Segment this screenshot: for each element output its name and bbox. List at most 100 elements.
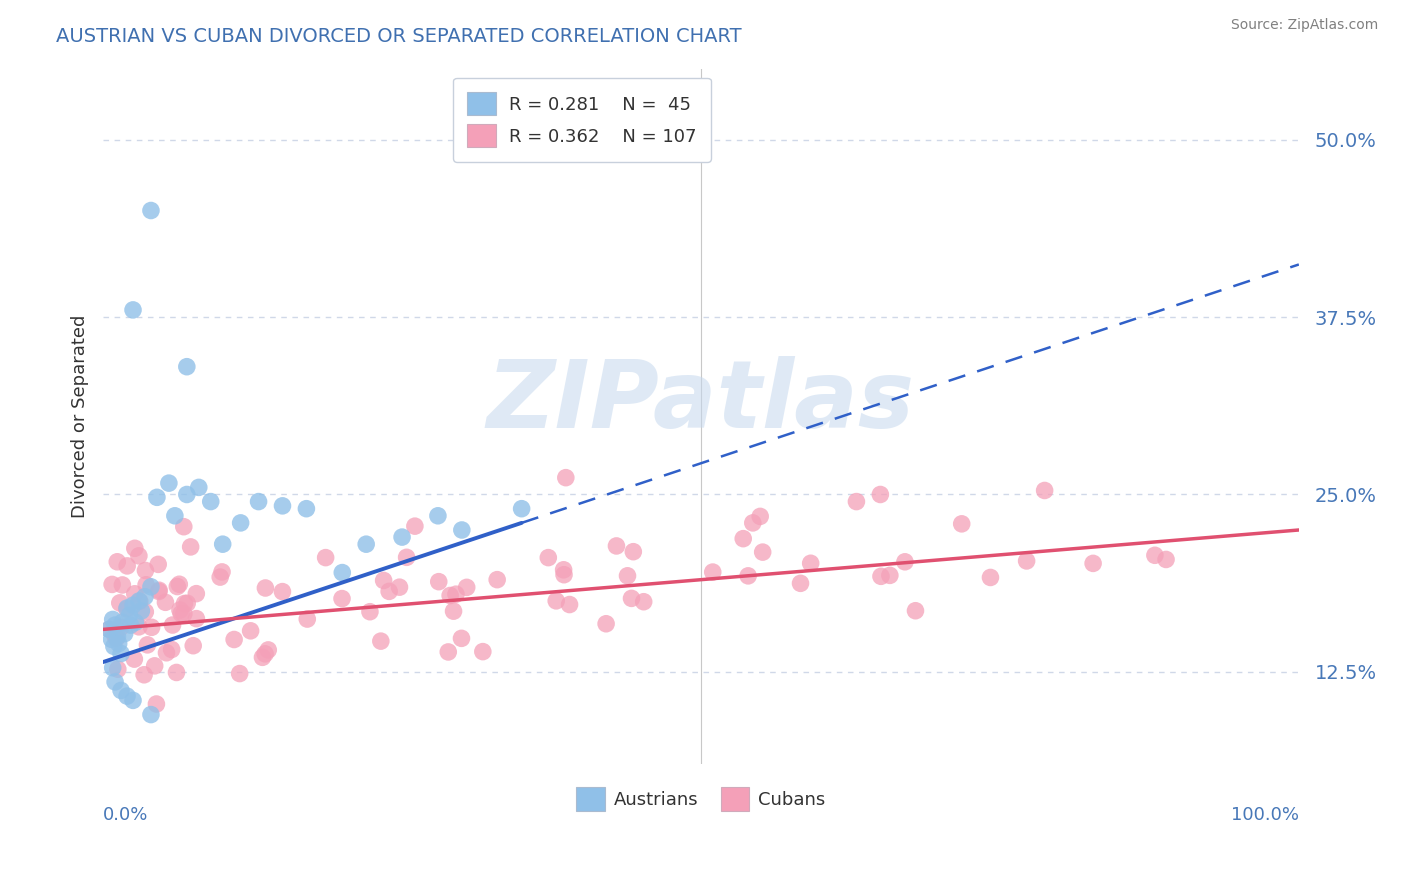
Point bbox=[904, 604, 927, 618]
Point bbox=[169, 577, 191, 591]
Point bbox=[181, 639, 204, 653]
Point bbox=[120, 618, 142, 632]
Point bbox=[239, 624, 262, 638]
Point bbox=[733, 532, 755, 546]
Point bbox=[439, 589, 461, 603]
Point bbox=[114, 626, 136, 640]
Point bbox=[295, 501, 318, 516]
Point bbox=[170, 607, 193, 621]
Point bbox=[124, 652, 146, 666]
Point bbox=[546, 594, 568, 608]
Point bbox=[879, 568, 901, 582]
Point bbox=[211, 565, 233, 579]
Point bbox=[247, 494, 270, 508]
Point bbox=[135, 578, 157, 592]
Point bbox=[1033, 483, 1056, 498]
Point bbox=[211, 537, 233, 551]
Point bbox=[749, 509, 772, 524]
Point bbox=[297, 612, 319, 626]
Point bbox=[110, 683, 132, 698]
Point bbox=[870, 569, 893, 583]
Y-axis label: Divorced or Separated: Divorced or Separated bbox=[72, 315, 89, 518]
Point bbox=[136, 638, 159, 652]
Point bbox=[450, 632, 472, 646]
Point bbox=[155, 646, 177, 660]
Point bbox=[553, 567, 575, 582]
Text: ZIPatlas: ZIPatlas bbox=[486, 357, 915, 449]
Point bbox=[869, 487, 891, 501]
Point bbox=[229, 516, 252, 530]
Point bbox=[789, 576, 811, 591]
Point bbox=[800, 556, 823, 570]
Point bbox=[134, 605, 156, 619]
Point bbox=[330, 566, 353, 580]
Point bbox=[950, 516, 973, 531]
Point bbox=[180, 540, 202, 554]
Point bbox=[100, 632, 122, 647]
Point bbox=[315, 550, 337, 565]
Point bbox=[101, 577, 124, 591]
Point bbox=[437, 645, 460, 659]
Point bbox=[131, 604, 153, 618]
Point bbox=[257, 643, 280, 657]
Point bbox=[145, 697, 167, 711]
Point bbox=[148, 558, 170, 572]
Point bbox=[173, 519, 195, 533]
Point bbox=[209, 570, 232, 584]
Point bbox=[122, 599, 145, 613]
Point bbox=[107, 630, 129, 644]
Point bbox=[737, 569, 759, 583]
Point bbox=[101, 661, 124, 675]
Point bbox=[979, 570, 1001, 584]
Point bbox=[141, 620, 163, 634]
Point bbox=[132, 667, 155, 681]
Point bbox=[104, 674, 127, 689]
Point bbox=[104, 629, 127, 643]
Point bbox=[111, 578, 134, 592]
Point bbox=[108, 596, 131, 610]
Point bbox=[105, 555, 128, 569]
Point bbox=[702, 565, 724, 579]
Point bbox=[122, 693, 145, 707]
Point bbox=[751, 545, 773, 559]
Point bbox=[104, 618, 127, 632]
Point bbox=[554, 470, 576, 484]
Point bbox=[456, 580, 478, 594]
Point bbox=[115, 602, 138, 616]
Point bbox=[176, 487, 198, 501]
Point bbox=[105, 632, 128, 646]
Point bbox=[160, 642, 183, 657]
Point bbox=[1081, 557, 1104, 571]
Point bbox=[98, 622, 121, 636]
Point bbox=[115, 689, 138, 703]
Point bbox=[391, 530, 413, 544]
Point bbox=[537, 550, 560, 565]
Point bbox=[110, 620, 132, 634]
Point bbox=[163, 508, 186, 523]
Point bbox=[173, 607, 195, 621]
Point bbox=[186, 612, 208, 626]
Point bbox=[427, 574, 450, 589]
Point bbox=[98, 623, 121, 637]
Point bbox=[404, 519, 426, 533]
Text: AUSTRIAN VS CUBAN DIVORCED OR SEPARATED CORRELATION CHART: AUSTRIAN VS CUBAN DIVORCED OR SEPARATED … bbox=[56, 27, 742, 45]
Point bbox=[134, 564, 156, 578]
Point bbox=[1154, 552, 1177, 566]
Point bbox=[115, 601, 138, 615]
Point bbox=[271, 584, 294, 599]
Point bbox=[128, 594, 150, 608]
Point bbox=[388, 580, 411, 594]
Point bbox=[621, 544, 644, 558]
Point bbox=[354, 537, 377, 551]
Point bbox=[124, 541, 146, 556]
Point bbox=[176, 359, 198, 374]
Point bbox=[110, 647, 132, 661]
Point bbox=[605, 539, 627, 553]
Point bbox=[134, 590, 156, 604]
Point bbox=[426, 508, 449, 523]
Point bbox=[173, 597, 195, 611]
Point bbox=[169, 603, 191, 617]
Point bbox=[162, 618, 184, 632]
Point bbox=[620, 591, 643, 606]
Point bbox=[139, 580, 162, 594]
